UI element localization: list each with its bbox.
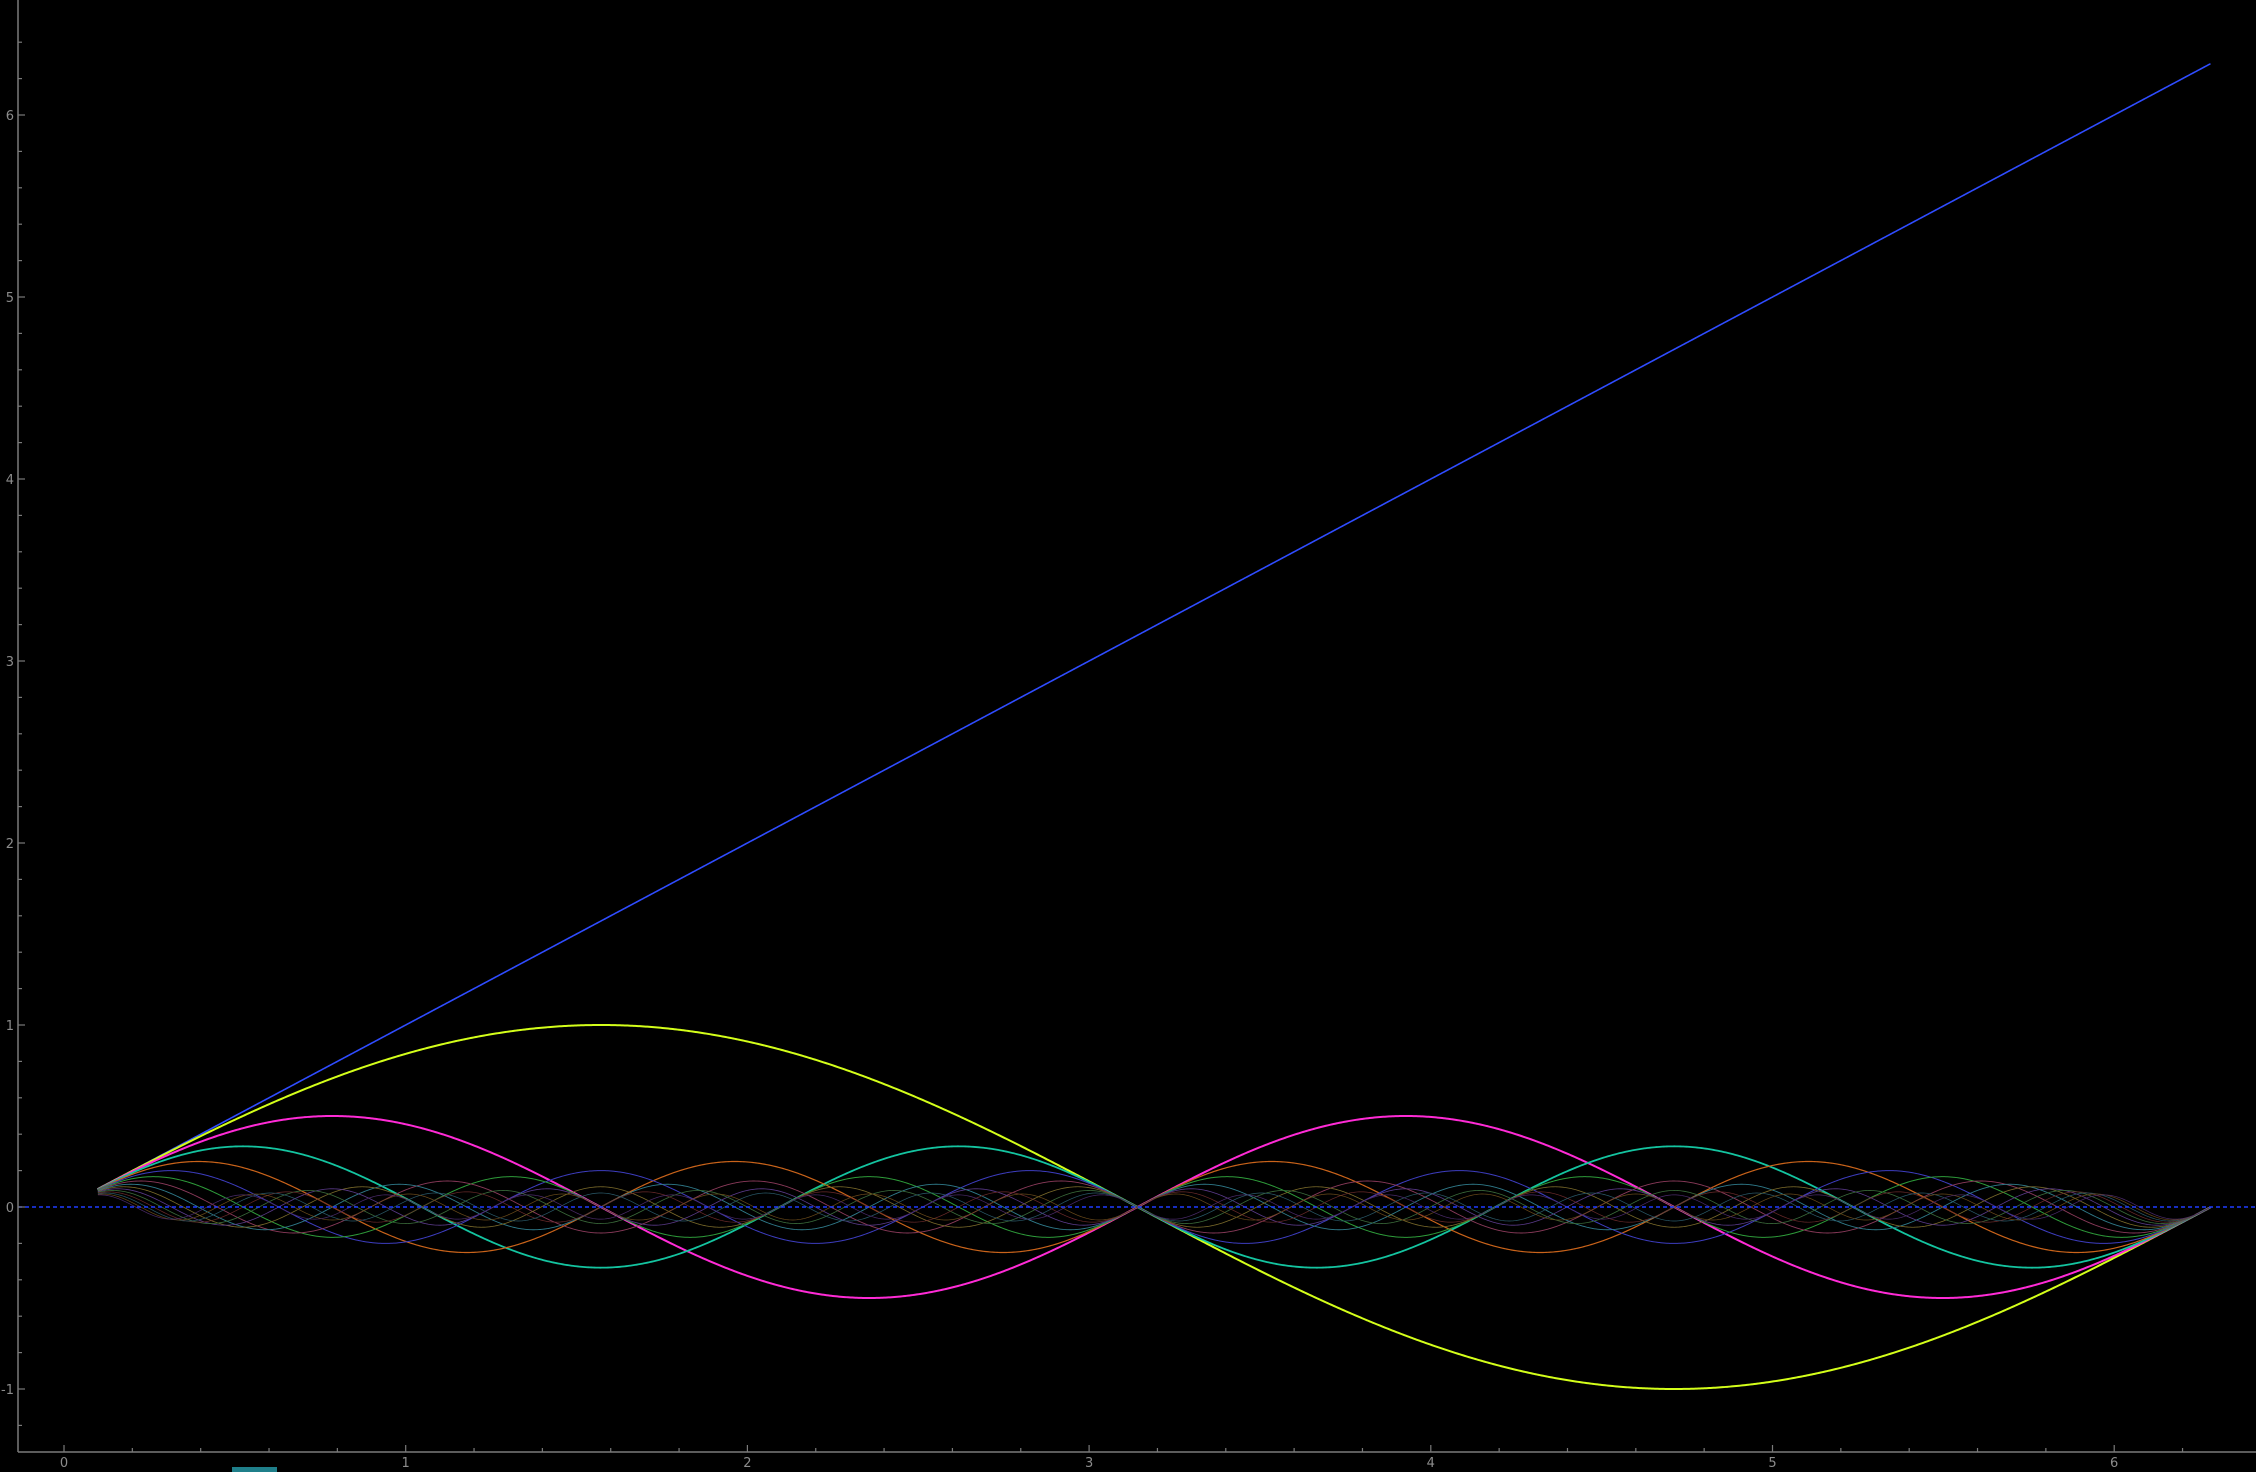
horizontal-scroll-indicator[interactable] bbox=[232, 1467, 277, 1472]
y-tick-label: 3 bbox=[6, 655, 14, 670]
x-tick-label: 5 bbox=[1768, 1456, 1776, 1471]
x-tick-label: 2 bbox=[743, 1456, 751, 1471]
x-tick-label: 0 bbox=[60, 1456, 68, 1471]
y-tick-label: -1 bbox=[1, 1383, 14, 1398]
y-tick-label: 6 bbox=[6, 109, 14, 124]
series-layer bbox=[97, 63, 2211, 1390]
x-tick-label: 4 bbox=[1427, 1456, 1435, 1471]
y-tick-label: 0 bbox=[6, 1201, 14, 1216]
y-tick-label: 4 bbox=[6, 473, 14, 488]
y-tick-label: 2 bbox=[6, 837, 14, 852]
x-tick-label: 1 bbox=[402, 1456, 410, 1471]
series-line-16 bbox=[97, 1194, 2211, 1220]
x-tick-label: 6 bbox=[2110, 1456, 2118, 1471]
y-tick-label: 5 bbox=[6, 291, 14, 306]
series-line-15 bbox=[97, 1193, 2211, 1221]
y-tick-label: 1 bbox=[6, 1019, 14, 1034]
series-line-1 bbox=[97, 63, 2211, 1190]
x-tick-label: 3 bbox=[1085, 1456, 1093, 1471]
